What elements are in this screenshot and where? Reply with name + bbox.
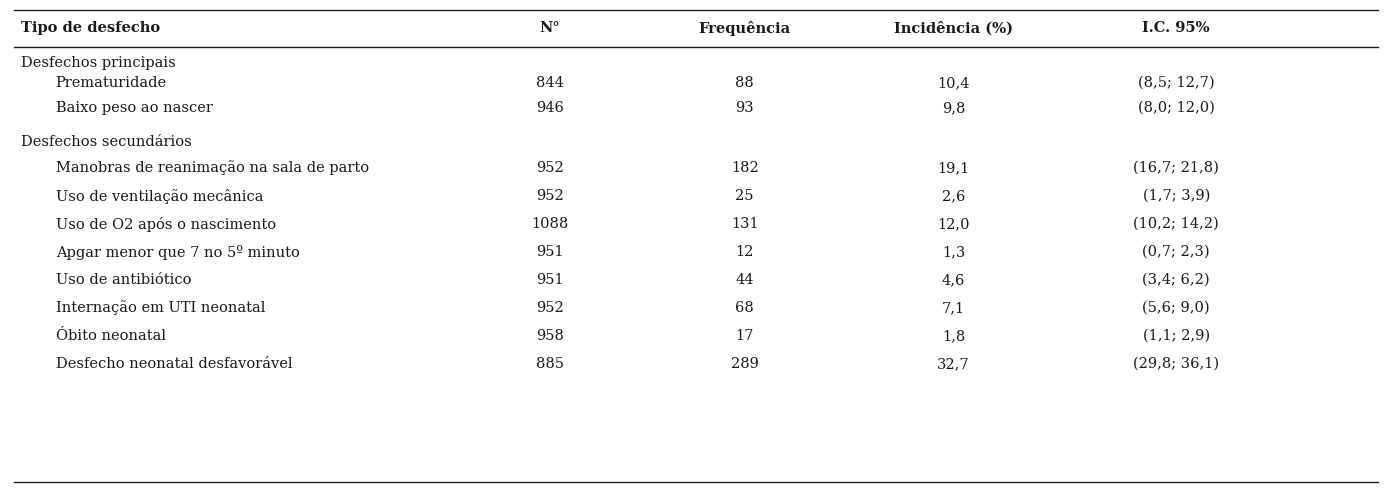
Text: 12,0: 12,0	[937, 217, 970, 231]
Text: (3,4; 6,2): (3,4; 6,2)	[1143, 273, 1210, 287]
Text: (0,7; 2,3): (0,7; 2,3)	[1143, 245, 1210, 259]
Text: Uso de O2 após o nascimento: Uso de O2 após o nascimento	[56, 217, 276, 231]
Text: 88: 88	[735, 76, 754, 90]
Text: (29,8; 36,1): (29,8; 36,1)	[1133, 357, 1219, 371]
Text: (8,5; 12,7): (8,5; 12,7)	[1137, 76, 1215, 90]
Text: Uso de ventilação mecânica: Uso de ventilação mecânica	[56, 189, 263, 203]
Text: 289: 289	[731, 357, 759, 371]
Text: N°: N°	[540, 21, 560, 35]
Text: Internação em UTI neonatal: Internação em UTI neonatal	[56, 300, 264, 315]
Text: 32,7: 32,7	[937, 357, 970, 371]
Text: (8,0; 12,0): (8,0; 12,0)	[1137, 101, 1215, 115]
Text: 44: 44	[735, 273, 754, 287]
Text: 25: 25	[735, 189, 754, 203]
Text: 68: 68	[735, 301, 754, 315]
Text: 952: 952	[536, 189, 564, 203]
Text: (1,1; 2,9): (1,1; 2,9)	[1143, 329, 1210, 343]
Text: 2,6: 2,6	[942, 189, 965, 203]
Text: 131: 131	[731, 217, 759, 231]
Text: Desfecho neonatal desfavorável: Desfecho neonatal desfavorável	[56, 357, 292, 371]
Text: 17: 17	[735, 329, 754, 343]
Text: 182: 182	[731, 161, 759, 175]
Text: 1,8: 1,8	[942, 329, 965, 343]
Text: 93: 93	[735, 101, 754, 115]
Text: 952: 952	[536, 161, 564, 175]
Text: 10,4: 10,4	[937, 76, 970, 90]
Text: 844: 844	[536, 76, 564, 90]
Text: Apgar menor que 7 no 5º minuto: Apgar menor que 7 no 5º minuto	[56, 245, 299, 260]
Text: Frequência: Frequência	[699, 21, 791, 35]
Text: I.C. 95%: I.C. 95%	[1143, 21, 1210, 35]
Text: 4,6: 4,6	[942, 273, 965, 287]
Text: 1088: 1088	[532, 217, 568, 231]
Text: 9,8: 9,8	[942, 101, 965, 115]
Text: Óbito neonatal: Óbito neonatal	[56, 329, 166, 343]
Text: Baixo peso ao nascer: Baixo peso ao nascer	[56, 101, 213, 115]
Text: Desfechos principais: Desfechos principais	[21, 56, 175, 70]
Text: 958: 958	[536, 329, 564, 343]
Text: 951: 951	[536, 245, 564, 259]
Text: Manobras de reanimação na sala de parto: Manobras de reanimação na sala de parto	[56, 161, 369, 175]
Text: 951: 951	[536, 273, 564, 287]
Text: 946: 946	[536, 101, 564, 115]
Text: 952: 952	[536, 301, 564, 315]
Text: Tipo de desfecho: Tipo de desfecho	[21, 21, 160, 35]
Text: 1,3: 1,3	[942, 245, 965, 259]
Text: 12: 12	[735, 245, 754, 259]
Text: Desfechos secundários: Desfechos secundários	[21, 135, 192, 149]
Text: Prematuridade: Prematuridade	[56, 76, 167, 90]
Text: Incidência (%): Incidência (%)	[894, 21, 1013, 35]
Text: 7,1: 7,1	[942, 301, 965, 315]
Text: Uso de antibiótico: Uso de antibiótico	[56, 273, 191, 287]
Text: (5,6; 9,0): (5,6; 9,0)	[1143, 301, 1210, 315]
Text: (16,7; 21,8): (16,7; 21,8)	[1133, 161, 1219, 175]
Text: 19,1: 19,1	[937, 161, 970, 175]
Text: 885: 885	[536, 357, 564, 371]
Text: (10,2; 14,2): (10,2; 14,2)	[1133, 217, 1219, 231]
Text: (1,7; 3,9): (1,7; 3,9)	[1143, 189, 1210, 203]
